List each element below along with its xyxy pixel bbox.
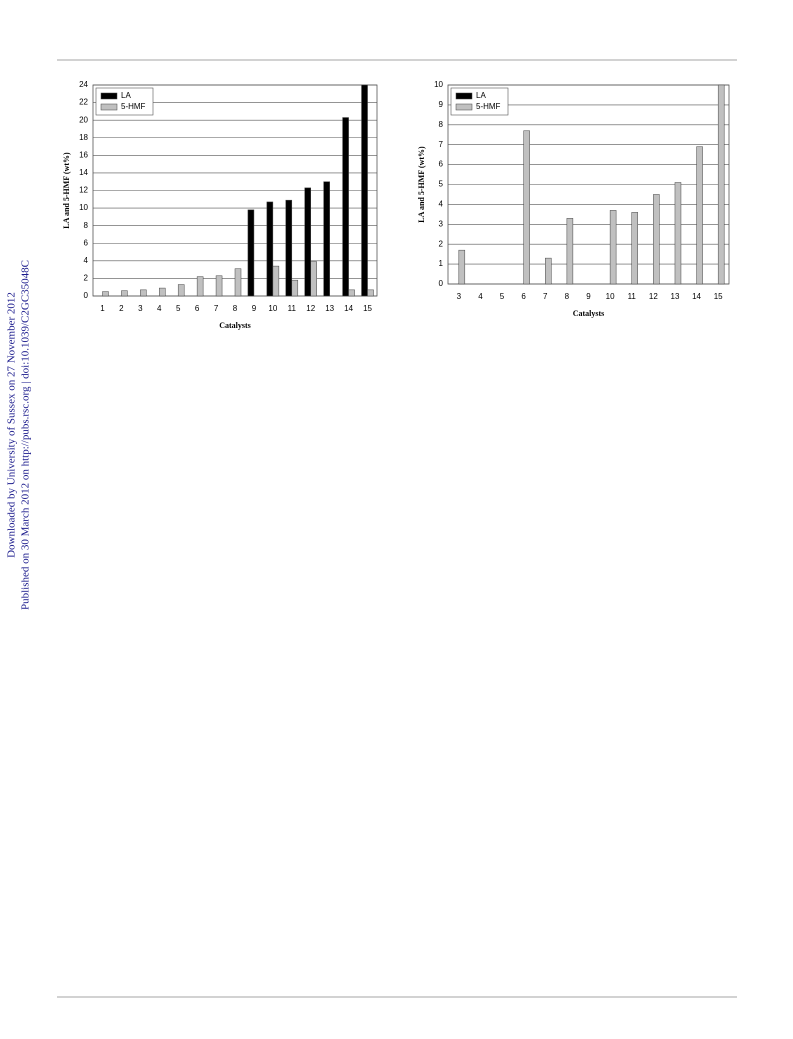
legend-swatch (100, 103, 118, 111)
y-tick-label: 4 (439, 200, 444, 209)
x-tick-label: 8 (565, 292, 570, 301)
y-tick-label: 14 (79, 168, 88, 177)
x-axis-label: Catalysts (573, 309, 605, 318)
y-axis-label: LA and 5-HMF (wt%) (417, 146, 426, 223)
y-tick-label: 10 (79, 203, 88, 212)
x-tick-label: 6 (521, 292, 526, 301)
legend-swatch (455, 92, 473, 100)
x-tick-label: 13 (671, 292, 680, 301)
bar (348, 289, 355, 297)
bar (272, 265, 280, 297)
bar (674, 182, 682, 285)
x-tick-label: 9 (586, 292, 591, 301)
y-tick-label: 0 (84, 291, 89, 300)
bar (523, 130, 530, 285)
bar (159, 287, 166, 297)
x-tick-label: 9 (252, 304, 257, 313)
x-tick-label: 4 (157, 304, 162, 313)
y-tick-label: 2 (84, 274, 89, 283)
y-tick-label: 4 (84, 256, 89, 265)
y-tick-label: 2 (439, 239, 444, 248)
x-tick-label: 8 (233, 304, 238, 313)
x-tick-label: 6 (195, 304, 200, 313)
y-tick-label: 6 (84, 238, 89, 247)
bar (566, 218, 574, 285)
x-tick-label: 15 (714, 292, 723, 301)
x-tick-label: 4 (478, 292, 483, 301)
y-tick-label: 6 (439, 160, 444, 169)
legend-label: LA (476, 91, 486, 100)
bar (196, 276, 204, 297)
bar (247, 209, 255, 297)
y-axis-label: LA and 5-HMF (wt%) (62, 152, 71, 229)
y-tick-label: 9 (439, 100, 444, 109)
x-tick-label: 10 (268, 304, 277, 313)
y-tick-label: 18 (79, 133, 88, 142)
bar (234, 268, 242, 297)
x-tick-label: 7 (214, 304, 219, 313)
x-tick-label: 5 (176, 304, 181, 313)
y-tick-label: 10 (434, 80, 443, 89)
bar (266, 201, 274, 297)
x-tick-label: 7 (543, 292, 548, 301)
legend-label: LA (121, 91, 131, 100)
y-tick-label: 3 (439, 219, 444, 228)
x-tick-label: 5 (500, 292, 505, 301)
bar (545, 257, 552, 285)
bar (102, 291, 109, 297)
bar (342, 117, 349, 297)
bar (631, 212, 638, 285)
legend-box (450, 87, 509, 116)
bar (304, 187, 311, 297)
legend-box (95, 87, 154, 116)
y-tick-label: 0 (439, 279, 444, 288)
x-tick-label: 3 (138, 304, 143, 313)
bar (121, 290, 128, 297)
x-tick-label: 13 (325, 304, 334, 313)
x-tick-label: 14 (692, 292, 701, 301)
x-axis-label: Catalysts (219, 321, 251, 330)
bar (310, 261, 317, 297)
y-tick-label: 8 (439, 120, 444, 129)
x-tick-label: 1 (100, 304, 105, 313)
bar (215, 275, 223, 297)
bar (367, 289, 374, 297)
legend-label: 5-HMF (121, 102, 146, 111)
bar (653, 194, 660, 285)
x-tick-label: 14 (344, 304, 353, 313)
bar (458, 249, 466, 285)
y-tick-label: 7 (439, 140, 444, 149)
legend-swatch (455, 103, 473, 111)
bar (361, 84, 368, 297)
y-tick-label: 5 (439, 180, 444, 189)
x-tick-label: 15 (363, 304, 372, 313)
bar (291, 279, 299, 297)
bar (140, 289, 147, 297)
bar (609, 210, 617, 285)
y-tick-label: 24 (79, 80, 88, 89)
x-tick-label: 2 (119, 304, 124, 313)
x-tick-label: 10 (606, 292, 615, 301)
sidebar-text: Downloaded by University of Sussex on 27… (6, 292, 18, 558)
bar (717, 84, 725, 285)
y-tick-label: 8 (84, 221, 89, 230)
y-tick-label: 22 (79, 98, 88, 107)
y-tick-label: 12 (79, 186, 88, 195)
bar (323, 181, 330, 297)
x-tick-label: 3 (457, 292, 462, 301)
bar (285, 199, 293, 297)
x-tick-label: 11 (288, 304, 297, 313)
x-tick-label: 12 (306, 304, 315, 313)
y-tick-label: 20 (79, 115, 88, 124)
sidebar-text: Published on 30 March 2012 on http://pub… (20, 260, 32, 610)
y-tick-label: 1 (439, 259, 444, 268)
x-tick-label: 11 (628, 292, 637, 301)
legend-label: 5-HMF (476, 102, 501, 111)
legend-swatch (100, 92, 118, 100)
bar (177, 284, 185, 297)
x-tick-label: 12 (649, 292, 658, 301)
y-tick-label: 16 (79, 150, 88, 159)
bar (696, 146, 703, 285)
